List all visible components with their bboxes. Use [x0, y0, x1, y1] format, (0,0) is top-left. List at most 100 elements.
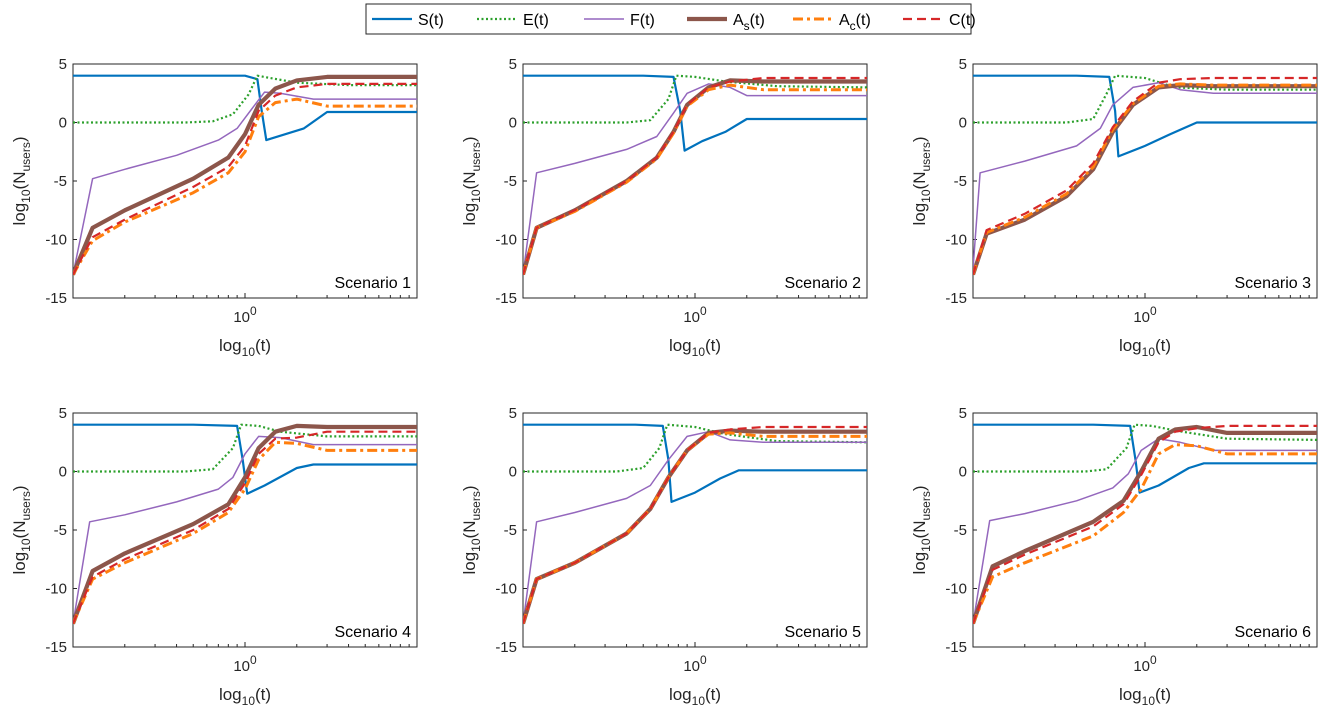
- axes-box: [522, 63, 868, 299]
- series-line-s: [973, 74, 1317, 158]
- y-tick-label: -15: [495, 290, 517, 307]
- series-line-c: [523, 76, 867, 275]
- x-axis-label: log10(t): [669, 685, 721, 708]
- series-line-as: [73, 74, 417, 276]
- x-tick-label: 100: [1133, 653, 1157, 675]
- y-axis-label: log10(Nusers): [10, 485, 33, 574]
- series-group: [523, 74, 867, 276]
- series-group: [973, 74, 1317, 276]
- series-group: [523, 423, 867, 625]
- series-line-c: [973, 424, 1317, 624]
- y-tick-label: -10: [945, 232, 967, 249]
- y-tick-label: -10: [45, 232, 67, 249]
- y-tick-label: -15: [45, 290, 67, 307]
- panel-scenario-5: -15 -10 -5 0 5 100 log10(t) log10(Nusers) Scenar…: [460, 405, 868, 708]
- panel-scenario-6: -15 -10 -5 0 5 100 log10(t) log10(Nusers) Scenar…: [910, 405, 1318, 708]
- series-group: [73, 423, 417, 625]
- y-axis-label: log10(Nusers): [910, 485, 933, 574]
- series-line-s: [973, 423, 1317, 494]
- y-tick-label: -5: [954, 522, 967, 539]
- series-line-f: [523, 430, 867, 624]
- legend-item: C(t): [903, 12, 976, 29]
- y-tick-label: 0: [509, 464, 517, 481]
- x-axis-label: log10(t): [1119, 336, 1171, 359]
- series-line-s: [523, 74, 867, 152]
- axes-box: [972, 63, 1318, 299]
- series-line-s: [73, 423, 417, 495]
- legend-box: [365, 3, 972, 35]
- y-tick-label: 0: [959, 115, 967, 132]
- y-tick-label: -15: [495, 639, 517, 656]
- y-tick-label: -10: [45, 581, 67, 598]
- series-line-f: [973, 81, 1317, 269]
- y-tick-label: -15: [945, 290, 967, 307]
- panel-scenario-2: -15 -10 -5 0 5 100 log10(t) log10(Nusers) Scenar…: [460, 56, 868, 359]
- x-axis-label: log10(t): [219, 336, 271, 359]
- axes-box: [972, 412, 1318, 648]
- y-tick-label: -15: [45, 639, 67, 656]
- legend-label: F(t): [630, 12, 655, 29]
- y-tick-label: -5: [54, 173, 67, 190]
- y-tick-label: -10: [495, 232, 517, 249]
- y-tick-label: 5: [59, 405, 67, 422]
- y-tick-label: -5: [504, 173, 517, 190]
- series-line-ac: [73, 440, 417, 625]
- series-line-f: [73, 435, 417, 624]
- series-line-as: [973, 424, 1317, 625]
- y-tick-label: 5: [509, 56, 517, 73]
- y-tick-label: -5: [54, 522, 67, 539]
- x-axis-label: log10(t): [1119, 685, 1171, 708]
- panel-scenario-4: -15 -10 -5 0 5 100 log10(t) log10(Nusers) Scenar…: [10, 405, 418, 708]
- y-axis-label: log10(Nusers): [460, 136, 483, 225]
- series-line-f: [523, 83, 867, 275]
- x-axis-label: log10(t): [669, 336, 721, 359]
- y-tick-label: 0: [59, 115, 67, 132]
- panel-scenario-1: -15 -10 -5 0 5 100 log10(t) log10(Nusers) Scenar…: [10, 56, 418, 359]
- axes-box: [72, 412, 418, 648]
- legend-item: As(t): [687, 12, 765, 33]
- series-group: [973, 423, 1317, 625]
- series-line-ac: [973, 443, 1317, 625]
- series-line-as: [73, 423, 417, 625]
- series-line-c: [973, 76, 1317, 275]
- scenario-label: Scenario 2: [785, 275, 862, 292]
- y-tick-label: 5: [59, 56, 67, 73]
- series-line-s: [523, 423, 867, 503]
- panel-scenario-3: -15 -10 -5 0 5 100 log10(t) log10(Nusers) Scenar…: [910, 56, 1318, 359]
- legend-item: E(t): [477, 12, 549, 29]
- legend-label: E(t): [523, 12, 549, 29]
- y-axis-label: log10(Nusers): [910, 136, 933, 225]
- y-tick-label: 0: [509, 115, 517, 132]
- scenario-label: Scenario 3: [1235, 275, 1312, 292]
- y-axis-label: log10(Nusers): [10, 136, 33, 225]
- y-tick-label: -15: [945, 639, 967, 656]
- axes-box: [522, 412, 868, 648]
- x-tick-label: 100: [683, 304, 707, 326]
- series-line-s: [73, 74, 417, 142]
- x-tick-label: 100: [1133, 304, 1157, 326]
- scenario-label: Scenario 5: [785, 624, 862, 641]
- y-tick-label: -5: [504, 522, 517, 539]
- x-tick-label: 100: [233, 304, 257, 326]
- y-tick-label: 5: [959, 405, 967, 422]
- series-line-ac: [73, 97, 417, 276]
- scenario-label: Scenario 1: [335, 275, 412, 292]
- y-tick-label: 5: [959, 56, 967, 73]
- legend-item: F(t): [584, 12, 655, 29]
- y-tick-label: -10: [495, 581, 517, 598]
- y-tick-label: 5: [509, 405, 517, 422]
- legend-label: Ac(t): [839, 12, 871, 33]
- y-tick-label: 0: [959, 464, 967, 481]
- series-line-c: [73, 82, 417, 276]
- y-tick-label: 0: [59, 464, 67, 481]
- legend-item: S(t): [372, 12, 444, 29]
- legend-label: S(t): [418, 12, 444, 29]
- legend-label: As(t): [733, 12, 765, 33]
- x-tick-label: 100: [233, 653, 257, 675]
- series-line-e: [73, 423, 417, 473]
- series-line-c: [523, 425, 867, 624]
- legend-item: Ac(t): [793, 12, 871, 33]
- scenario-label: Scenario 4: [335, 624, 412, 641]
- axes-box: [72, 63, 418, 299]
